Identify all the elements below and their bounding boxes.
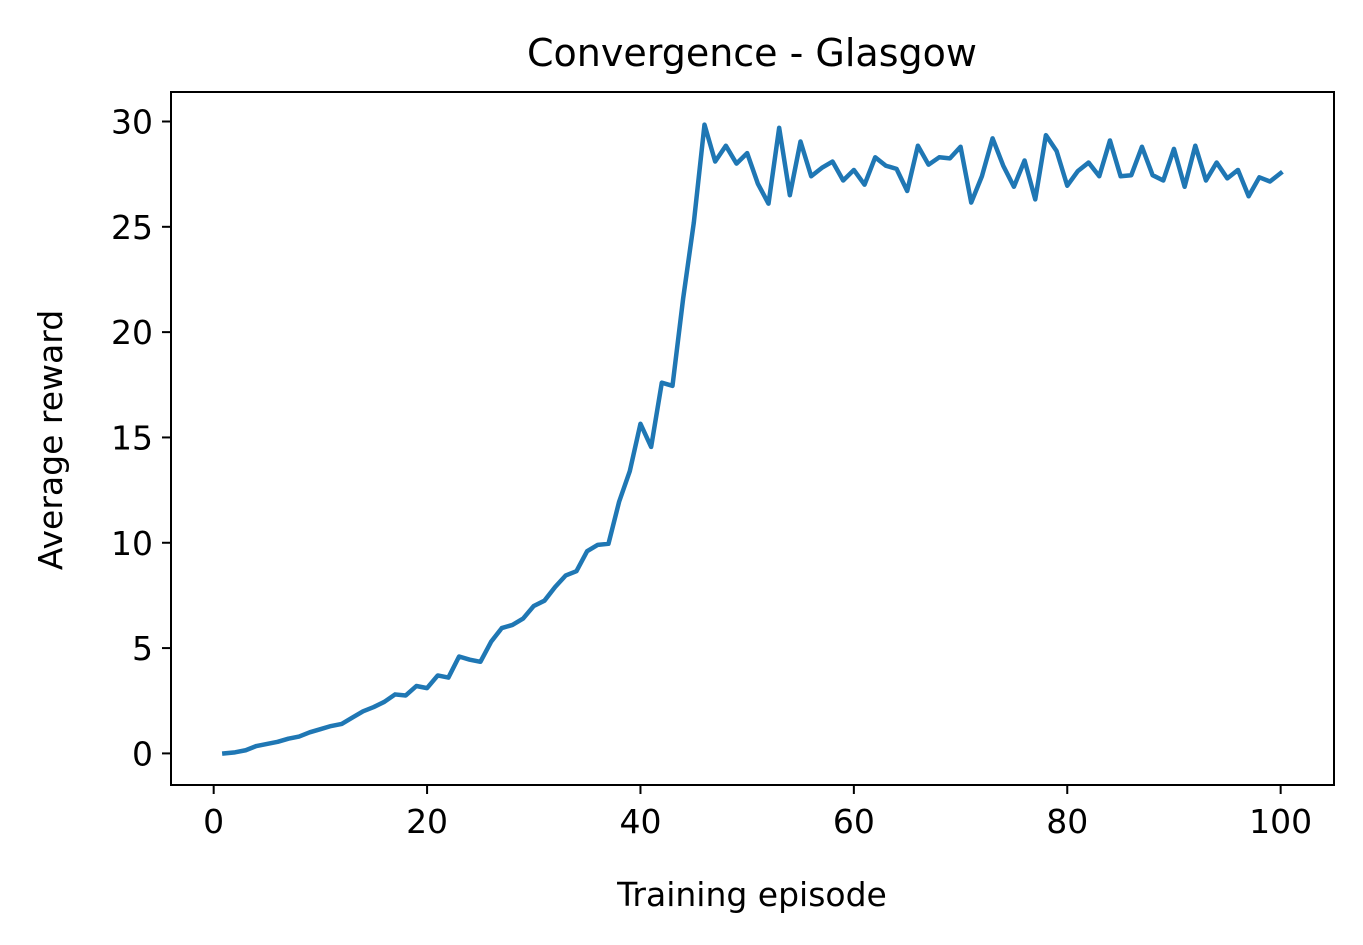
plot-area xyxy=(170,91,1335,786)
y-tick-label: 5 xyxy=(132,629,153,668)
y-tick-label: 0 xyxy=(132,734,153,773)
y-tick-label: 25 xyxy=(111,208,153,247)
x-tick-label: 60 xyxy=(833,802,875,841)
y-tick-label: 20 xyxy=(111,313,153,352)
x-tick-label: 80 xyxy=(1046,802,1088,841)
x-axis-label: Training episode xyxy=(616,875,887,914)
y-tick-label: 30 xyxy=(111,102,153,141)
x-tick-label: 0 xyxy=(203,802,224,841)
x-axis: 0 20 40 60 80 100 xyxy=(203,785,1312,841)
x-tick-label: 20 xyxy=(406,802,448,841)
y-tick-label: 15 xyxy=(111,418,153,457)
x-tick-label: 40 xyxy=(619,802,661,841)
series-line xyxy=(221,122,1284,756)
y-axis: 0 5 10 15 20 25 30 xyxy=(111,102,171,773)
y-axis-label: Average reward xyxy=(31,310,70,570)
chart-title: Convergence - Glasgow xyxy=(527,31,977,75)
x-tick-label: 100 xyxy=(1249,802,1312,841)
y-tick-label: 10 xyxy=(111,524,153,563)
